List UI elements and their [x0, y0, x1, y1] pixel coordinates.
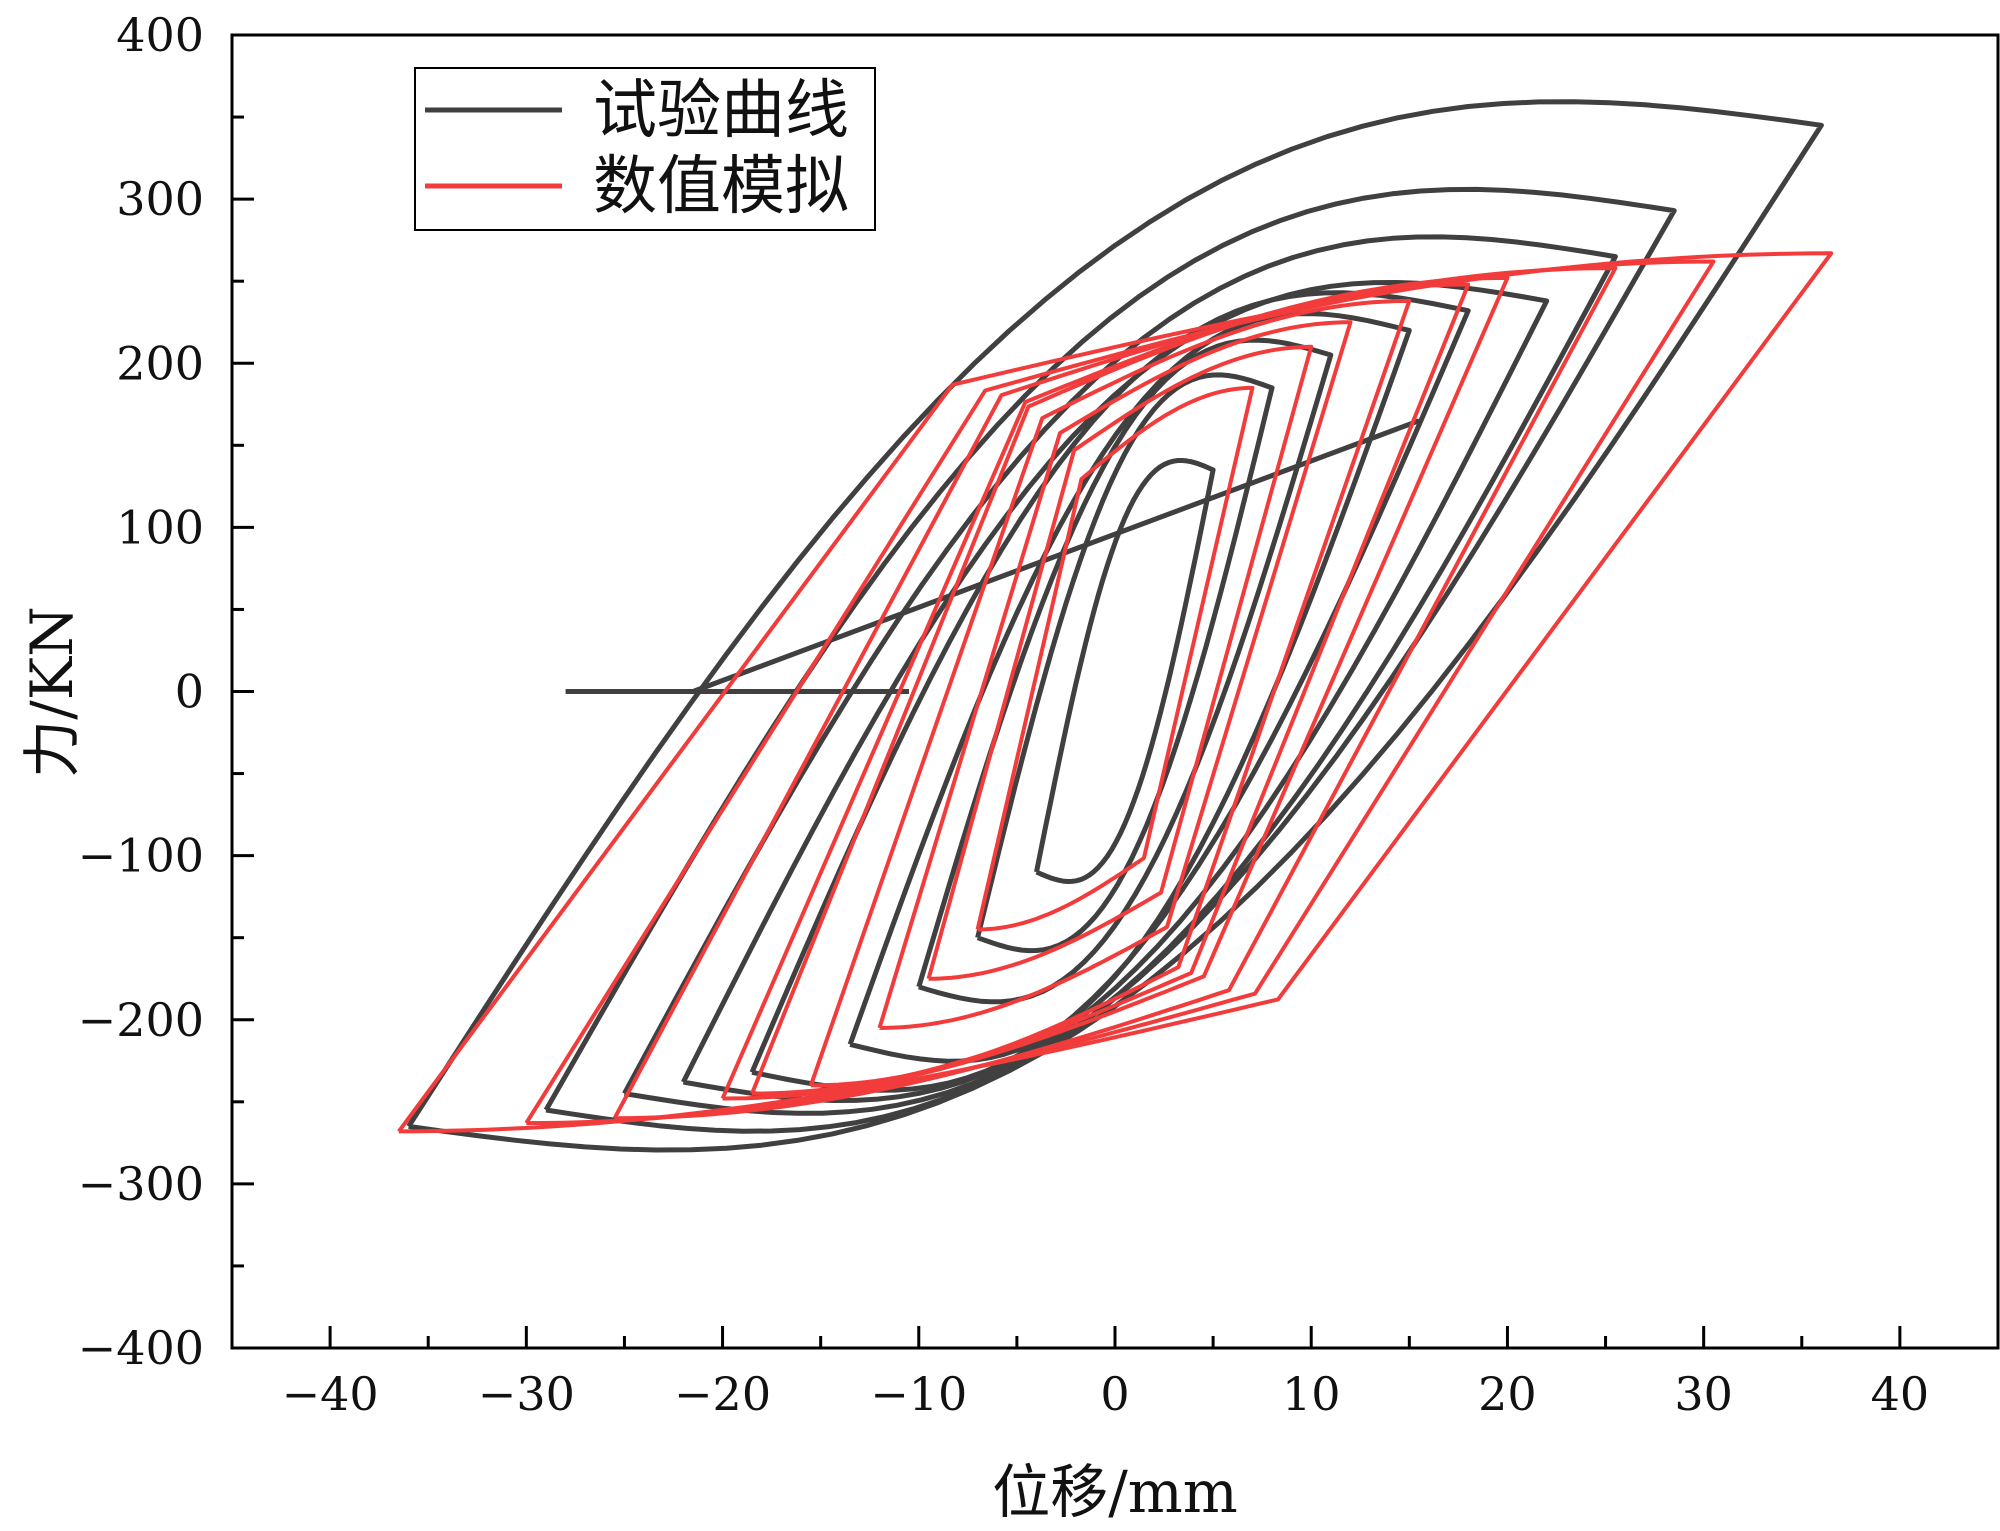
- test-loop: [406, 99, 1824, 1153]
- x-tick-label: 20: [1478, 1367, 1537, 1421]
- test-loop: [916, 337, 1334, 1005]
- test-loop: [1034, 458, 1216, 884]
- y-tick-label: −300: [78, 1157, 204, 1211]
- series-sim: [397, 251, 1834, 1134]
- test-loop: [622, 234, 1618, 1116]
- legend-box: [414, 67, 876, 231]
- x-tick-label: −40: [282, 1367, 379, 1421]
- x-tick-label: 0: [1100, 1367, 1129, 1421]
- test-loop: [975, 372, 1275, 954]
- sim-loop: [926, 344, 1314, 981]
- sim-loop: [524, 259, 1716, 1126]
- x-tick-label: −10: [870, 1367, 967, 1421]
- sim-loop: [975, 385, 1255, 932]
- series-layer: [397, 99, 1834, 1153]
- x-tick-label: −30: [478, 1367, 575, 1421]
- series-test: [406, 99, 1824, 1153]
- y-tick-label: 100: [116, 500, 204, 554]
- y-tick-label: 0: [175, 665, 204, 719]
- x-tick-label: 10: [1282, 1367, 1341, 1421]
- x-tick-label: −20: [674, 1367, 771, 1421]
- x-tick-label: 30: [1674, 1367, 1733, 1421]
- sim-loop: [720, 275, 1510, 1101]
- y-tick-label: −200: [78, 993, 204, 1047]
- ticks-layer: [232, 33, 1902, 1350]
- x-tick-labels: −40 −30 −20 −10 0 10 20 30 40: [282, 1367, 1930, 1421]
- y-tick-label: 400: [116, 8, 204, 62]
- y-tick-label: −400: [78, 1321, 204, 1375]
- x-axis-title: 位移/mm: [992, 1458, 1238, 1526]
- test-loop: [681, 280, 1550, 1103]
- y-tick-label: 300: [116, 172, 204, 226]
- legend: 试验曲线 数值模拟: [414, 67, 876, 231]
- y-tick-label: 200: [116, 336, 204, 390]
- y-axis-title: 力/KN: [18, 606, 86, 778]
- x-tick-label: 40: [1871, 1367, 1930, 1421]
- plot-frame: [230, 33, 2000, 1350]
- sim-loop: [877, 320, 1353, 1030]
- y-tick-label: −100: [78, 829, 204, 883]
- y-tick-labels: −400 −300 −200 −100 0 100 200 300 400: [78, 8, 204, 1375]
- legend-label-test: 试验曲线: [593, 74, 849, 148]
- sim-loop: [397, 251, 1834, 1134]
- legend-label-sim: 数值模拟: [593, 150, 849, 224]
